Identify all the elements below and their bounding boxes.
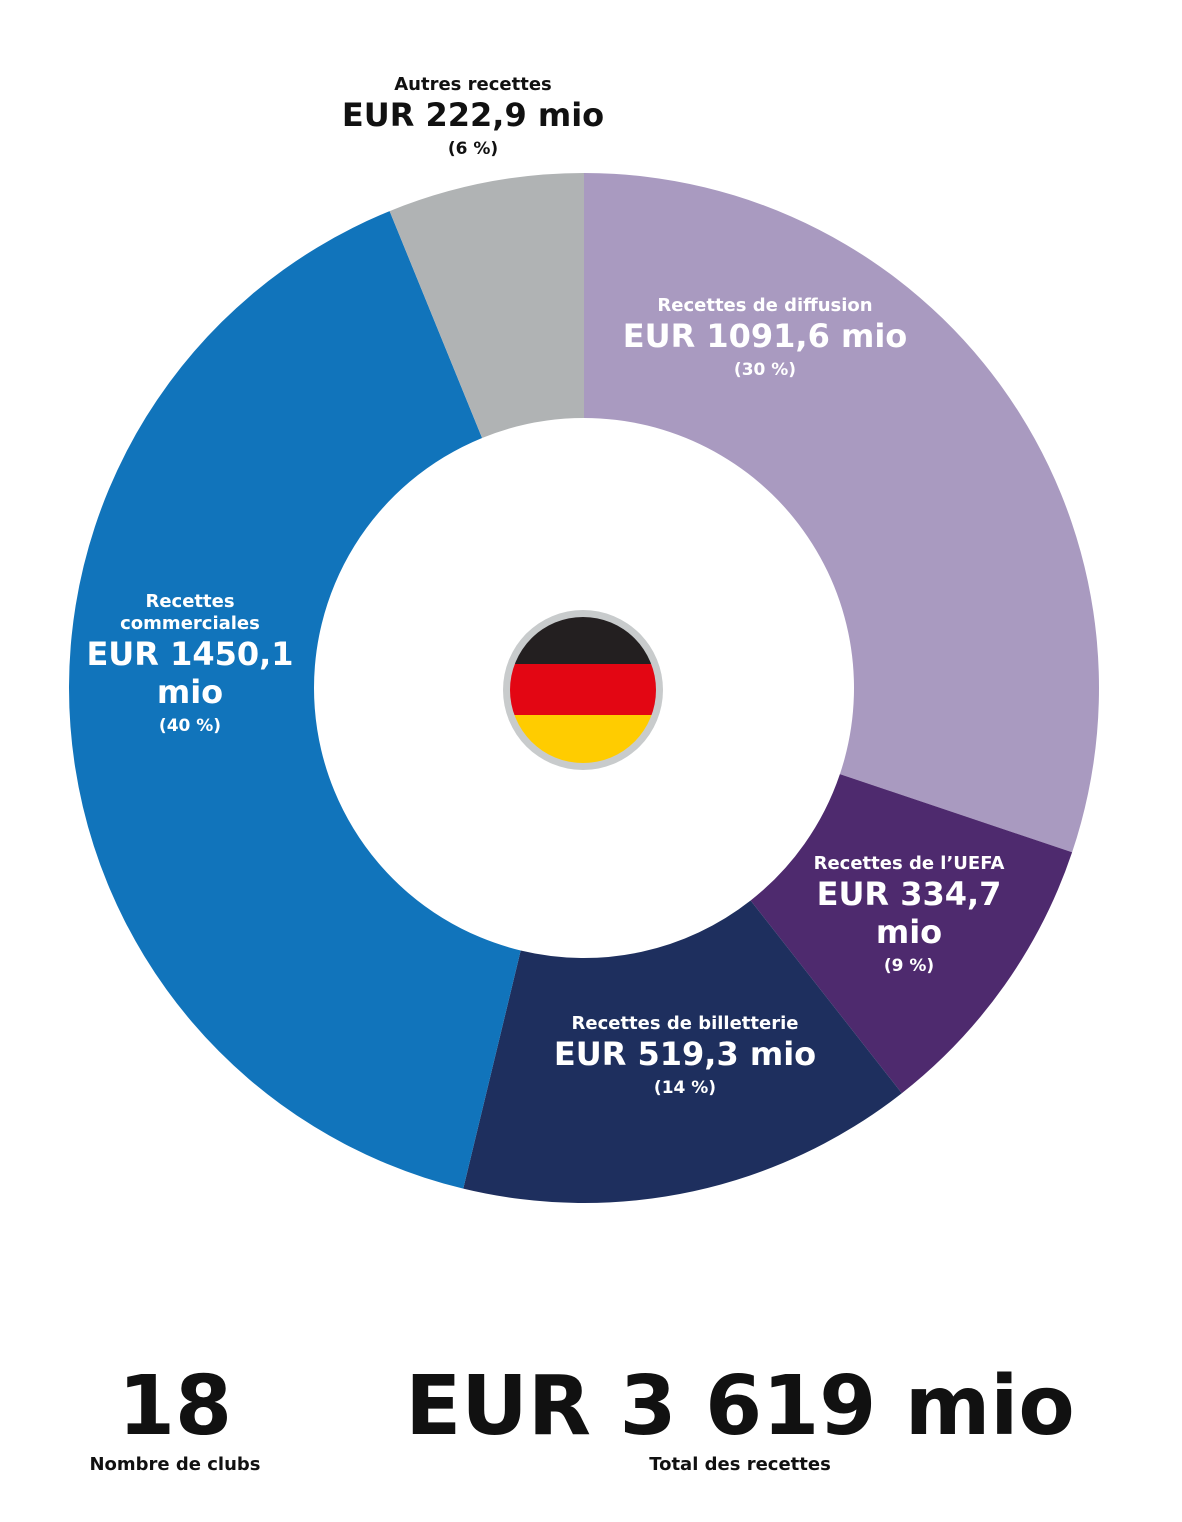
- category-label: Recettes commerciales: [120, 591, 260, 634]
- stat-total: EUR 3 619 mio Total des recettes: [380, 1362, 1100, 1478]
- category-label: Autres recettes: [394, 74, 552, 95]
- percent-label: (40 %): [158, 716, 222, 736]
- segment-label: Recettes de l’UEFA EUR 334,7 mio (9 %): [789, 853, 1029, 981]
- percent-label: (14 %): [653, 1078, 717, 1098]
- category-label: Recettes de billetterie: [571, 1013, 799, 1034]
- donut-segment: [584, 173, 1099, 853]
- donut-segment: [69, 211, 521, 1189]
- value-label: EUR 222,9 mio: [341, 96, 605, 134]
- category-label: Recettes de diffusion: [657, 295, 873, 316]
- stat-label: Total des recettes: [649, 1454, 831, 1475]
- stat-value: EUR 3 619 mio: [405, 1359, 1075, 1454]
- stat-value: 18: [117, 1359, 233, 1454]
- donut-segment: [463, 900, 902, 1203]
- segment-label: Recettes de diffusion EUR 1091,6 mio (30 %…: [585, 295, 945, 385]
- donut-segment: [389, 173, 584, 438]
- flag: [503, 610, 663, 770]
- donut-segment: [750, 774, 1073, 1094]
- category-label: Recettes de l’UEFA: [813, 853, 1005, 874]
- value-label: EUR 1450,1 mio: [86, 635, 294, 711]
- segment-label: Autres recettes EUR 222,9 mio (6 %): [303, 74, 643, 164]
- stat-clubs: 18 Nombre de clubs: [60, 1362, 290, 1478]
- segment-label: Recettes commerciales EUR 1450,1 mio (40 %…: [70, 591, 310, 741]
- stat-label: Nombre de clubs: [89, 1454, 261, 1475]
- percent-label: (30 %): [733, 360, 797, 380]
- value-label: EUR 519,3 mio: [553, 1035, 817, 1073]
- value-label: EUR 1091,6 mio: [622, 317, 908, 355]
- percent-label: (9 %): [883, 956, 935, 976]
- segment-label: Recettes de billetterie EUR 519,3 mio (14 …: [515, 1013, 855, 1103]
- percent-label: (6 %): [447, 139, 499, 159]
- value-label: EUR 334,7 mio: [816, 875, 1002, 951]
